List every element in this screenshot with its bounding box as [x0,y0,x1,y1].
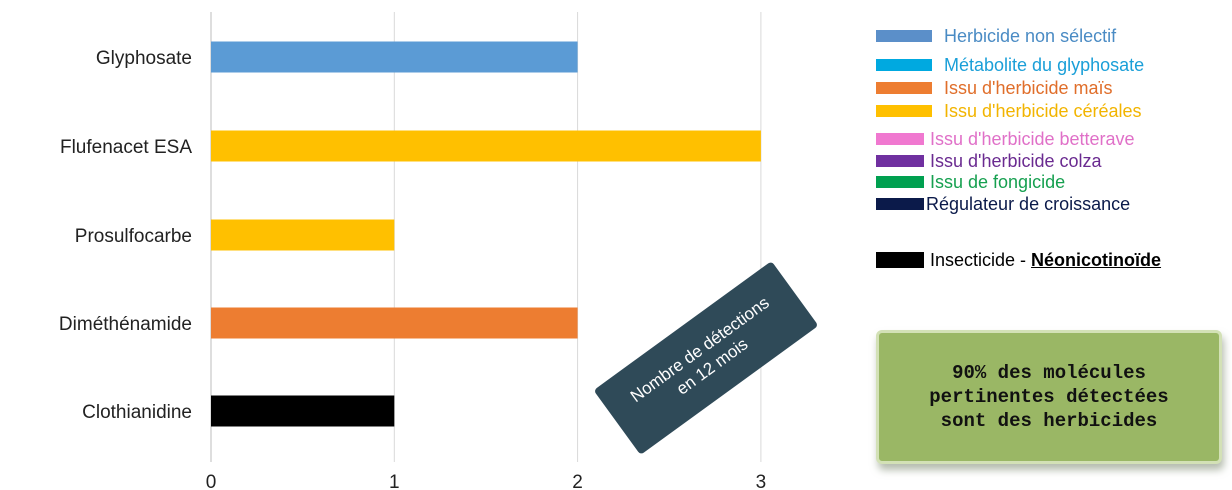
category-label: Clothianidine [82,402,192,423]
bars [211,41,761,427]
category-label: Diméthénamide [59,314,192,335]
legend-item-herbicide-betterave: Issu d'herbicide betterave [876,129,1135,149]
legend-item-fongicide: Issu de fongicide [876,172,1065,192]
legend-item-herbicide-non-selectif: Herbicide non sélectif [876,26,1116,46]
legend-swatch [876,252,924,268]
summary-text: 90% des molécules pertinentes détectées … [899,361,1199,433]
chart-legend: Herbicide non sélectif Métabolite du gly… [876,24,1226,278]
bar [211,130,761,162]
legend-swatch [876,59,932,71]
legend-label-main: Insecticide - [930,249,1032,270]
legend-swatch [876,176,924,188]
bar [211,219,395,251]
bar [211,307,578,339]
x-tick-labels: 0 1 2 3 [206,472,766,490]
legend-swatch [876,30,932,42]
legend-item-herbicide-mais: Issu d'herbicide maïs [876,78,1113,98]
legend-swatch [876,82,932,94]
x-tick-label: 3 [756,472,767,490]
legend-label: Métabolite du glyphosate [944,54,1145,75]
legend-swatch [876,105,932,117]
legend-label: Issu de fongicide [930,171,1066,192]
legend-swatch [876,133,924,145]
legend-item-herbicide-colza: Issu d'herbicide colza [876,151,1102,171]
legend-item-regulateur-croissance: Régulateur de croissance [876,194,1130,214]
legend-label-emphasis: Néonicotinoïde [1031,249,1162,270]
x-tick-label: 1 [389,472,400,490]
legend-swatch [876,198,924,210]
summary-callout: 90% des molécules pertinentes détectées … [876,330,1222,464]
category-labels: Glyphosate Flufenacet ESA Prosulfocarbe Dim… [59,48,192,423]
legend-label: Issu d'herbicide céréales [944,100,1142,121]
category-label: Prosulfocarbe [75,226,192,247]
summary-line-1: 90% des molécules [952,362,1146,384]
legend-label: Issu d'herbicide maïs [944,77,1113,98]
bar [211,395,395,427]
legend-item-metabolite-glyphosate: Métabolite du glyphosate [876,55,1144,75]
x-tick-label: 0 [206,472,217,490]
legend-label: Herbicide non sélectif [944,25,1117,46]
legend-label: Issu d'herbicide betterave [930,128,1135,149]
legend-label: Insecticide - Néonicotinoïde [930,250,1161,271]
category-label: Flufenacet ESA [60,137,192,158]
category-label: Glyphosate [96,48,192,69]
legend-swatch [876,155,924,167]
bar [211,41,578,73]
legend-item-insecticide: Insecticide - Néonicotinoïde [876,250,1161,270]
summary-line-2: pertinentes détectées [929,386,1169,408]
legend-item-herbicide-cereales: Issu d'herbicide céréales [876,101,1142,121]
summary-line-3: sont des herbicides [940,410,1158,432]
legend-label: Issu d'herbicide colza [930,150,1102,171]
legend-label: Régulateur de croissance [926,193,1131,214]
x-tick-label: 2 [572,472,583,490]
